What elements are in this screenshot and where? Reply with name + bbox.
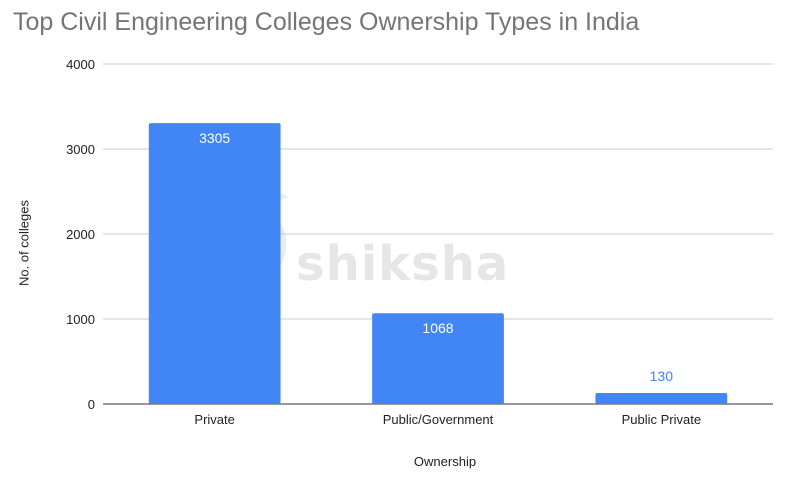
y-tick-label: 1000 — [66, 312, 95, 327]
data-label: 3305 — [199, 130, 230, 146]
y-tick-label: 0 — [88, 397, 95, 412]
data-label: 1068 — [422, 320, 453, 336]
y-tick-label: 2000 — [66, 227, 95, 242]
data-label: 130 — [650, 368, 674, 384]
bar — [595, 392, 728, 404]
x-tick-label: Public/Government — [383, 412, 494, 427]
watermark-text: shiksha — [296, 236, 510, 292]
bar — [372, 313, 504, 404]
x-tick-label: Public Private — [622, 412, 701, 427]
x-axis-label: Ownership — [413, 454, 477, 469]
x-tick-label: Private — [194, 412, 234, 427]
y-tick-label: 3000 — [66, 142, 95, 157]
chart-title: Top Civil Engineering Colleges Ownership… — [13, 8, 640, 36]
y-tick-label: 4000 — [66, 57, 95, 72]
bar — [148, 123, 281, 404]
